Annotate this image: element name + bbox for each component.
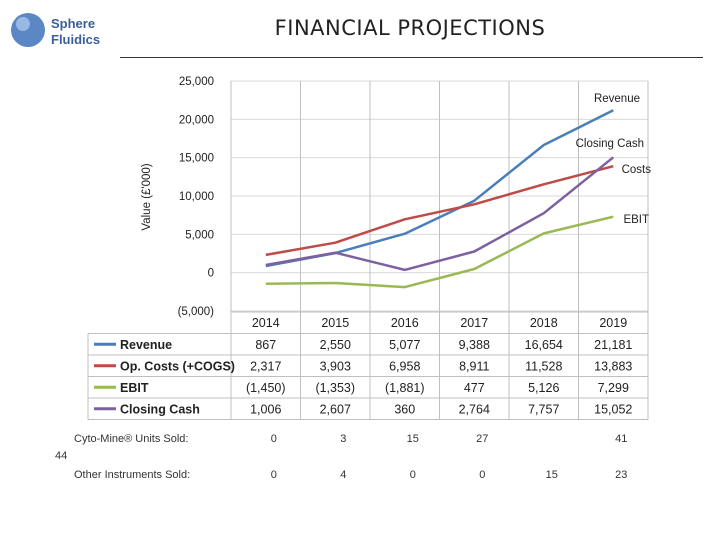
- other-instruments-value: 0: [270, 469, 277, 481]
- y-tick-label: 5,000: [185, 229, 214, 241]
- legend-label: Op. Costs (+COGS): [120, 359, 235, 373]
- y-tick-label: 15,000: [179, 153, 214, 165]
- table-header-year: 2016: [391, 316, 419, 330]
- cyto-mine-units-value: 41: [615, 433, 628, 445]
- data-label: 21,181: [594, 338, 632, 352]
- sphere-fluidics-logo: Sphere Fluidics: [8, 10, 104, 50]
- title-divider: [120, 57, 703, 58]
- data-label: 2,764: [459, 402, 490, 416]
- table-header-year: 2014: [252, 316, 280, 330]
- legend-label: Closing Cash: [120, 402, 200, 416]
- y-tick-label: (5,000): [178, 306, 215, 318]
- cyto-mine-units-value: 3: [340, 433, 347, 445]
- annotation-label: Revenue: [594, 93, 640, 105]
- data-label: 9,388: [459, 338, 490, 352]
- other-instruments-value: 0: [479, 469, 486, 481]
- other-instruments-value: 15: [545, 469, 558, 481]
- data-label: 5,077: [389, 338, 420, 352]
- y-tick-label: 10,000: [179, 191, 214, 203]
- data-label: 15,052: [594, 402, 632, 416]
- data-label: 2,550: [320, 338, 351, 352]
- legend-label: EBIT: [120, 381, 149, 395]
- data-label: 477: [464, 381, 485, 395]
- data-label: 8,911: [459, 359, 489, 373]
- table-header-year: 2015: [321, 316, 349, 330]
- y-tick-label: 25,000: [179, 76, 214, 88]
- data-label: 2,317: [250, 359, 281, 373]
- data-label: (1,353): [315, 381, 355, 395]
- slide-title: FINANCIAL PROJECTIONS: [274, 16, 546, 40]
- other-instruments-value: 4: [340, 469, 347, 481]
- data-label: (1,881): [385, 381, 425, 395]
- series-line-2: [265, 215, 614, 289]
- table-header-year: 2018: [530, 316, 558, 330]
- annotation-label: Costs: [622, 164, 652, 176]
- other-instruments-value: 23: [615, 469, 628, 481]
- data-label: 16,654: [525, 338, 563, 352]
- units-row-label-other-instruments: Other Instruments Sold:: [74, 469, 191, 481]
- data-label: 6,958: [389, 359, 420, 373]
- annotation-label: Closing Cash: [576, 138, 644, 150]
- other-instruments-value: 0: [409, 469, 416, 481]
- cyto-mine-units-value: 15: [406, 433, 419, 445]
- data-label: 867: [255, 338, 276, 352]
- data-label: 7,757: [528, 402, 559, 416]
- series-line-3: [265, 156, 615, 272]
- data-label: 13,883: [594, 359, 632, 373]
- data-label: 3,903: [320, 359, 351, 373]
- annotation-label: EBIT: [623, 214, 649, 226]
- legend-label: Revenue: [120, 338, 172, 352]
- units-row-label-cyto-mine: Cyto-Mine® Units Sold:: [74, 433, 189, 445]
- data-label: 360: [394, 402, 415, 416]
- data-label: 1,006: [250, 402, 281, 416]
- y-tick-label: 20,000: [179, 114, 214, 126]
- data-label: 11,528: [525, 359, 562, 373]
- y-axis-label: Value (£'000): [141, 163, 153, 230]
- y-tick-label: 0: [208, 268, 214, 280]
- data-label: 7,299: [598, 381, 629, 395]
- data-label: 5,126: [528, 381, 559, 395]
- slide-number: 44: [55, 450, 68, 462]
- table-header-year: 2019: [599, 316, 627, 330]
- data-label: 2,607: [320, 402, 351, 416]
- table-header-year: 2017: [460, 316, 488, 330]
- logo-text-line2: Fluidics: [51, 32, 100, 47]
- series-line-1: [265, 164, 614, 257]
- financial-projections-chart: 25,000 20,000 15,000 10,000 5,000 0 (5,000) Val…: [87, 76, 652, 420]
- data-label: (1,450): [246, 381, 286, 395]
- cyto-mine-units-value: 0: [270, 433, 277, 445]
- cyto-mine-units-value: 27: [476, 433, 489, 445]
- logo-text-line1: Sphere: [51, 16, 95, 31]
